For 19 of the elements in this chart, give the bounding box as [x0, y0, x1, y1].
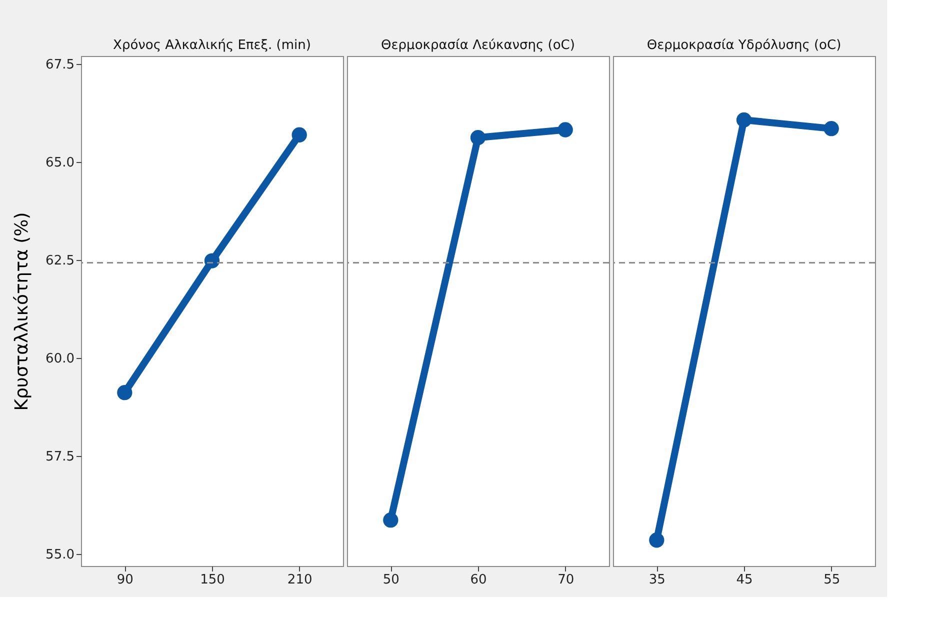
y-axis-title: Κρυσταλλικότητα (%) [12, 212, 33, 411]
x-tick-label: 60 [470, 572, 487, 588]
x-tick-label: 55 [824, 572, 840, 588]
x-tick-label: 150 [200, 572, 225, 588]
x-tick-label: 70 [558, 572, 574, 588]
x-tick-label: 50 [382, 572, 400, 588]
chart-title: Θερμοκρασία Υδρόλυσης (oC) [646, 38, 842, 53]
x-tick-label: 35 [648, 572, 666, 588]
x-tick-label: 210 [287, 572, 312, 588]
chart-title: Χρόνος Αλκαλικής Επεξ. (min) [113, 38, 311, 53]
x-tick-label: 90 [116, 572, 134, 588]
chart-title: Θερμοκρασία Λεύκανσης (oC) [381, 38, 575, 53]
x-tick-label: 45 [736, 572, 753, 588]
y-tick-label: 65.0 [46, 155, 74, 170]
y-tick-label: 67.5 [46, 57, 74, 72]
y-tick-label: 62.5 [46, 254, 74, 268]
y-tick-label: 55.0 [46, 548, 74, 563]
y-tick-label: 57.5 [46, 450, 74, 465]
y-tick-label: 60.0 [46, 352, 74, 367]
